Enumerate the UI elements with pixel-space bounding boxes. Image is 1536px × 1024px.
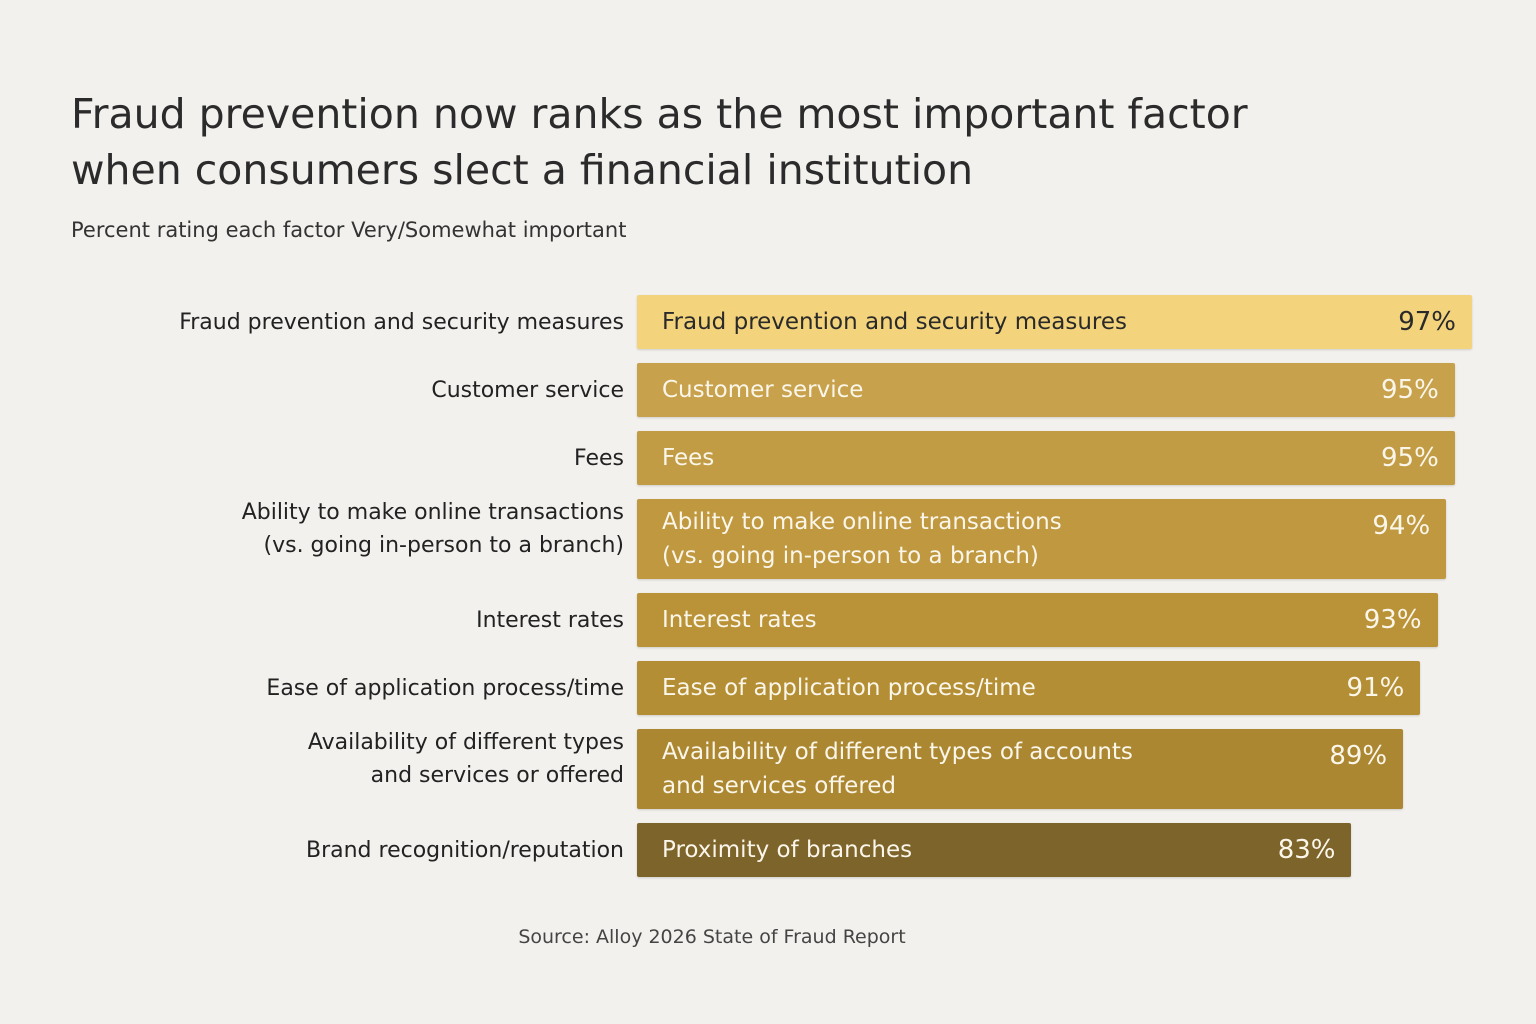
chart-title: Fraud prevention now ranks as the most i… [71, 90, 1248, 194]
value-label: 83% [1277, 835, 1336, 865]
bar-label: Ease of application process/time [662, 675, 1036, 701]
value-label: 97% [1398, 307, 1456, 337]
category-label: Fraud prevention and security measures [179, 309, 624, 335]
value-label: 95% [1380, 443, 1439, 473]
category-label: Interest rates [476, 607, 624, 633]
bar-label: Interest rates [662, 607, 817, 633]
bar-label: Fraud prevention and security measures [662, 309, 1128, 335]
category-label: Brand recognition/reputation [305, 837, 624, 863]
bar-label: Customer service [662, 377, 864, 403]
value-label: 93% [1363, 605, 1422, 635]
bar [637, 823, 1352, 877]
value-label: 89% [1329, 741, 1388, 771]
source-note: Source: Alloy 2026 State of Fraud Report [518, 926, 906, 948]
category-label: Ease of application process/time [266, 675, 624, 701]
value-label: 91% [1346, 673, 1405, 703]
bar-label: Availability of different types of accou… [662, 739, 1133, 799]
bar [637, 295, 1472, 349]
bar [637, 499, 1447, 579]
bar [637, 661, 1421, 715]
bar-label: Fees [662, 445, 715, 471]
category-label: Customer service [431, 377, 624, 403]
category-label: Ability to make online transactions (vs.… [241, 500, 624, 558]
category-label: Availability of different types and serv… [307, 730, 624, 788]
bar [637, 729, 1404, 809]
bar [637, 431, 1455, 485]
bar [637, 363, 1455, 417]
bar-label: Proximity of branches [662, 837, 913, 863]
chart-subtitle: Percent rating each factor Very/Somewhat… [71, 218, 627, 242]
value-label: 94% [1372, 511, 1431, 541]
value-label: 95% [1380, 375, 1439, 405]
category-label: Fees [574, 445, 624, 471]
bar-label: Ability to make online transactions (vs.… [662, 509, 1062, 569]
bar [637, 593, 1438, 647]
